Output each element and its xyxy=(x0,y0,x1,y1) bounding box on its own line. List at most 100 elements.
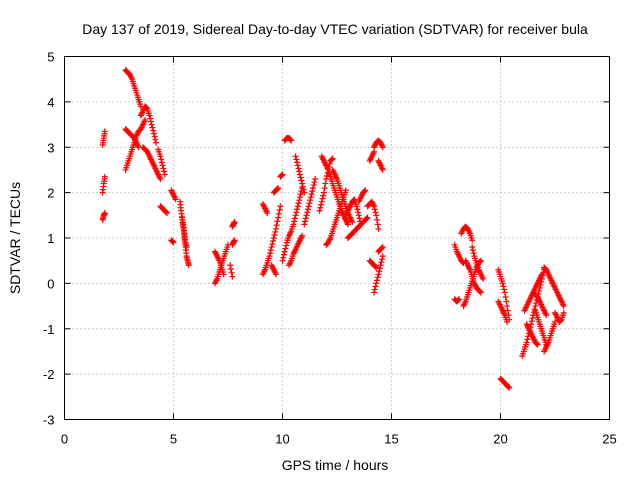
data-point xyxy=(227,262,234,269)
data-point xyxy=(296,197,303,204)
data-point xyxy=(329,155,336,162)
data-point xyxy=(280,254,287,261)
data-point xyxy=(183,244,190,251)
data-point xyxy=(152,136,159,143)
data-point xyxy=(163,209,170,216)
data-point xyxy=(269,241,276,248)
data-point xyxy=(477,289,484,296)
data-point xyxy=(274,218,281,225)
data-point xyxy=(267,247,274,254)
data-point xyxy=(160,165,167,172)
data-point xyxy=(529,315,536,322)
data-point xyxy=(455,297,462,304)
data-point xyxy=(318,201,325,208)
data-point xyxy=(505,383,512,390)
data-point xyxy=(147,118,154,125)
data-point xyxy=(504,318,511,325)
data-point xyxy=(147,115,154,122)
data-point xyxy=(293,209,300,216)
data-point xyxy=(296,194,303,201)
data-point xyxy=(169,238,176,245)
data-point xyxy=(274,185,281,192)
data-point xyxy=(294,162,301,169)
data-point xyxy=(279,171,286,178)
data-point xyxy=(534,341,541,348)
x-tick-label: 10 xyxy=(275,432,289,447)
data-point xyxy=(371,286,378,293)
data-point xyxy=(469,247,476,254)
data-point xyxy=(356,215,363,222)
data-point xyxy=(299,232,306,239)
data-point xyxy=(524,336,531,343)
data-point xyxy=(292,153,299,160)
data-point xyxy=(294,206,301,213)
data-point xyxy=(480,275,487,282)
data-point xyxy=(328,156,335,163)
data-point xyxy=(503,298,510,305)
data-point xyxy=(375,271,382,278)
data-point xyxy=(308,191,315,198)
grid-lines xyxy=(64,56,610,420)
data-point xyxy=(294,203,301,210)
data-point xyxy=(501,289,508,296)
data-point xyxy=(319,195,326,202)
data-point xyxy=(301,189,308,196)
data-point xyxy=(292,212,299,219)
data-point xyxy=(361,188,368,195)
data-point xyxy=(362,187,369,194)
data-point xyxy=(275,214,282,221)
data-point xyxy=(502,293,509,300)
data-point xyxy=(157,176,164,183)
data-point xyxy=(316,207,323,214)
data-point xyxy=(295,165,302,172)
data-point xyxy=(163,210,170,217)
data-point xyxy=(309,188,316,195)
data-point xyxy=(264,210,271,217)
data-point xyxy=(355,212,362,219)
data-point xyxy=(228,269,235,276)
data-point xyxy=(374,274,381,281)
y-tick-label: 5 xyxy=(47,50,54,65)
data-point xyxy=(271,231,278,238)
data-point xyxy=(287,136,294,143)
data-point xyxy=(371,203,378,210)
data-point xyxy=(185,262,192,269)
data-point xyxy=(161,168,168,175)
data-point xyxy=(279,257,286,264)
data-point xyxy=(323,176,330,183)
data-point xyxy=(302,218,309,225)
x-axis-label: GPS time / hours xyxy=(282,457,389,473)
data-point xyxy=(379,244,386,251)
data-point xyxy=(283,242,290,249)
data-point xyxy=(373,264,380,271)
data-point xyxy=(307,197,314,204)
data-point xyxy=(297,191,304,198)
data-point xyxy=(170,239,177,246)
data-point xyxy=(373,212,380,219)
data-point xyxy=(373,277,380,284)
data-point xyxy=(456,296,463,303)
data-point xyxy=(306,200,313,207)
data-point xyxy=(378,259,385,266)
y-axis-label: SDTVAR / TECUs xyxy=(7,182,23,294)
data-point xyxy=(288,137,295,144)
x-tick-label: 5 xyxy=(170,432,177,447)
data-point xyxy=(293,156,300,163)
data-point xyxy=(302,215,309,222)
data-point xyxy=(355,209,362,216)
data-point xyxy=(477,288,484,295)
data-point xyxy=(272,271,279,278)
data-point xyxy=(538,271,545,278)
data-point xyxy=(543,312,550,319)
y-tick-label: 0 xyxy=(47,276,54,291)
data-point xyxy=(142,117,149,124)
data-point xyxy=(528,318,535,325)
data-point xyxy=(101,210,108,217)
data-point xyxy=(477,258,484,265)
data-point xyxy=(379,144,386,151)
data-point xyxy=(290,221,297,228)
data-point xyxy=(172,196,179,203)
x-tick-label: 15 xyxy=(384,432,398,447)
data-point xyxy=(376,265,383,272)
data-point xyxy=(311,179,318,186)
